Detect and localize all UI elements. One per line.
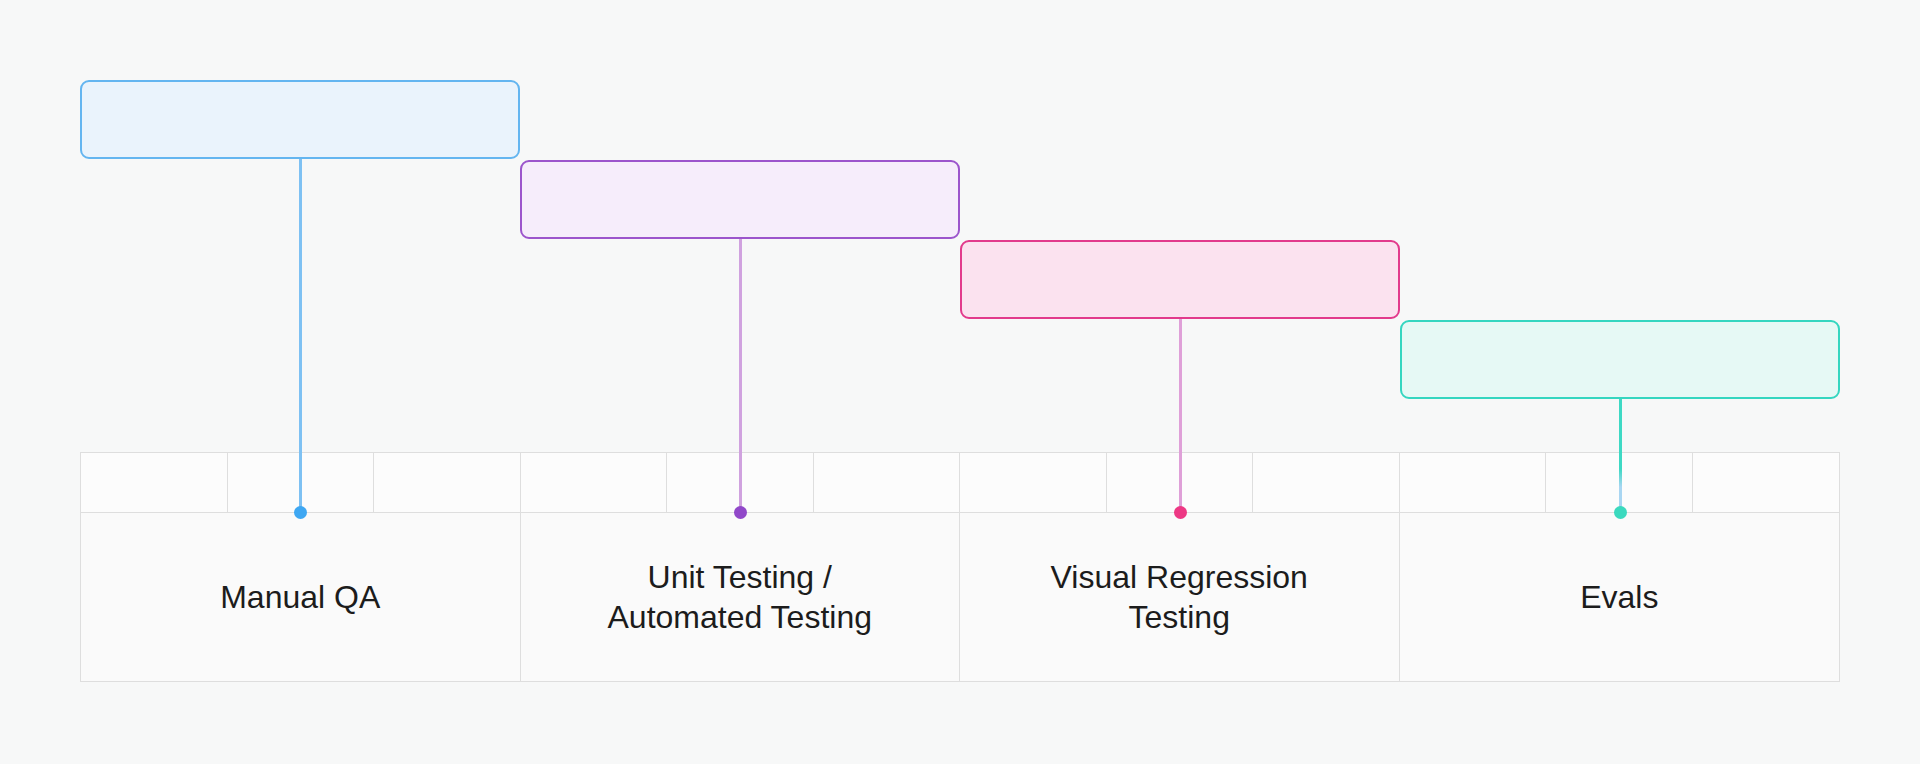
- stage-label-text: Unit Testing /: [648, 557, 832, 597]
- timeline-dot-evals: [1614, 506, 1627, 519]
- testing-maturity-diagram: Manual QA Unit Testing / Automated Testi…: [0, 0, 1920, 764]
- stage-label-text: Testing: [1129, 597, 1230, 637]
- stage-label-evals: Evals: [1400, 513, 1840, 681]
- connector-line-visual-regression: [1179, 319, 1182, 512]
- stage-box-evals: [1400, 320, 1840, 399]
- stage-label-visual-regression: Visual Regression Testing: [960, 513, 1400, 681]
- tick-cell: [1400, 453, 1547, 512]
- connector-line-evals: [1619, 399, 1622, 512]
- stage-label-text: Automated Testing: [608, 597, 872, 637]
- stage-label-text: Visual Regression: [1051, 557, 1308, 597]
- timeline-table: Manual QA Unit Testing / Automated Testi…: [80, 452, 1840, 682]
- timeline-dot-unit-testing: [734, 506, 747, 519]
- tick-cell: [1253, 453, 1400, 512]
- timeline-dot-manual-qa: [294, 506, 307, 519]
- stage-label-manual-qa: Manual QA: [81, 513, 521, 681]
- tick-ruler-row: [81, 453, 1839, 513]
- stage-box-visual-regression: [960, 240, 1400, 319]
- tick-cell: [1693, 453, 1840, 512]
- tick-cell: [374, 453, 521, 512]
- timeline-dot-visual-regression: [1174, 506, 1187, 519]
- stage-label-row: Manual QA Unit Testing / Automated Testi…: [81, 513, 1839, 681]
- stage-box-manual-qa: [80, 80, 520, 159]
- stage-box-unit-testing: [520, 160, 960, 239]
- stage-label-unit-testing: Unit Testing / Automated Testing: [521, 513, 961, 681]
- stage-label-text: Evals: [1580, 577, 1658, 617]
- tick-cell: [81, 453, 228, 512]
- tick-cell: [814, 453, 961, 512]
- stage-label-text: Manual QA: [220, 577, 380, 617]
- connector-line-manual-qa: [299, 159, 302, 512]
- tick-cell: [960, 453, 1107, 512]
- tick-cell: [521, 453, 668, 512]
- connector-line-unit-testing: [739, 239, 742, 512]
